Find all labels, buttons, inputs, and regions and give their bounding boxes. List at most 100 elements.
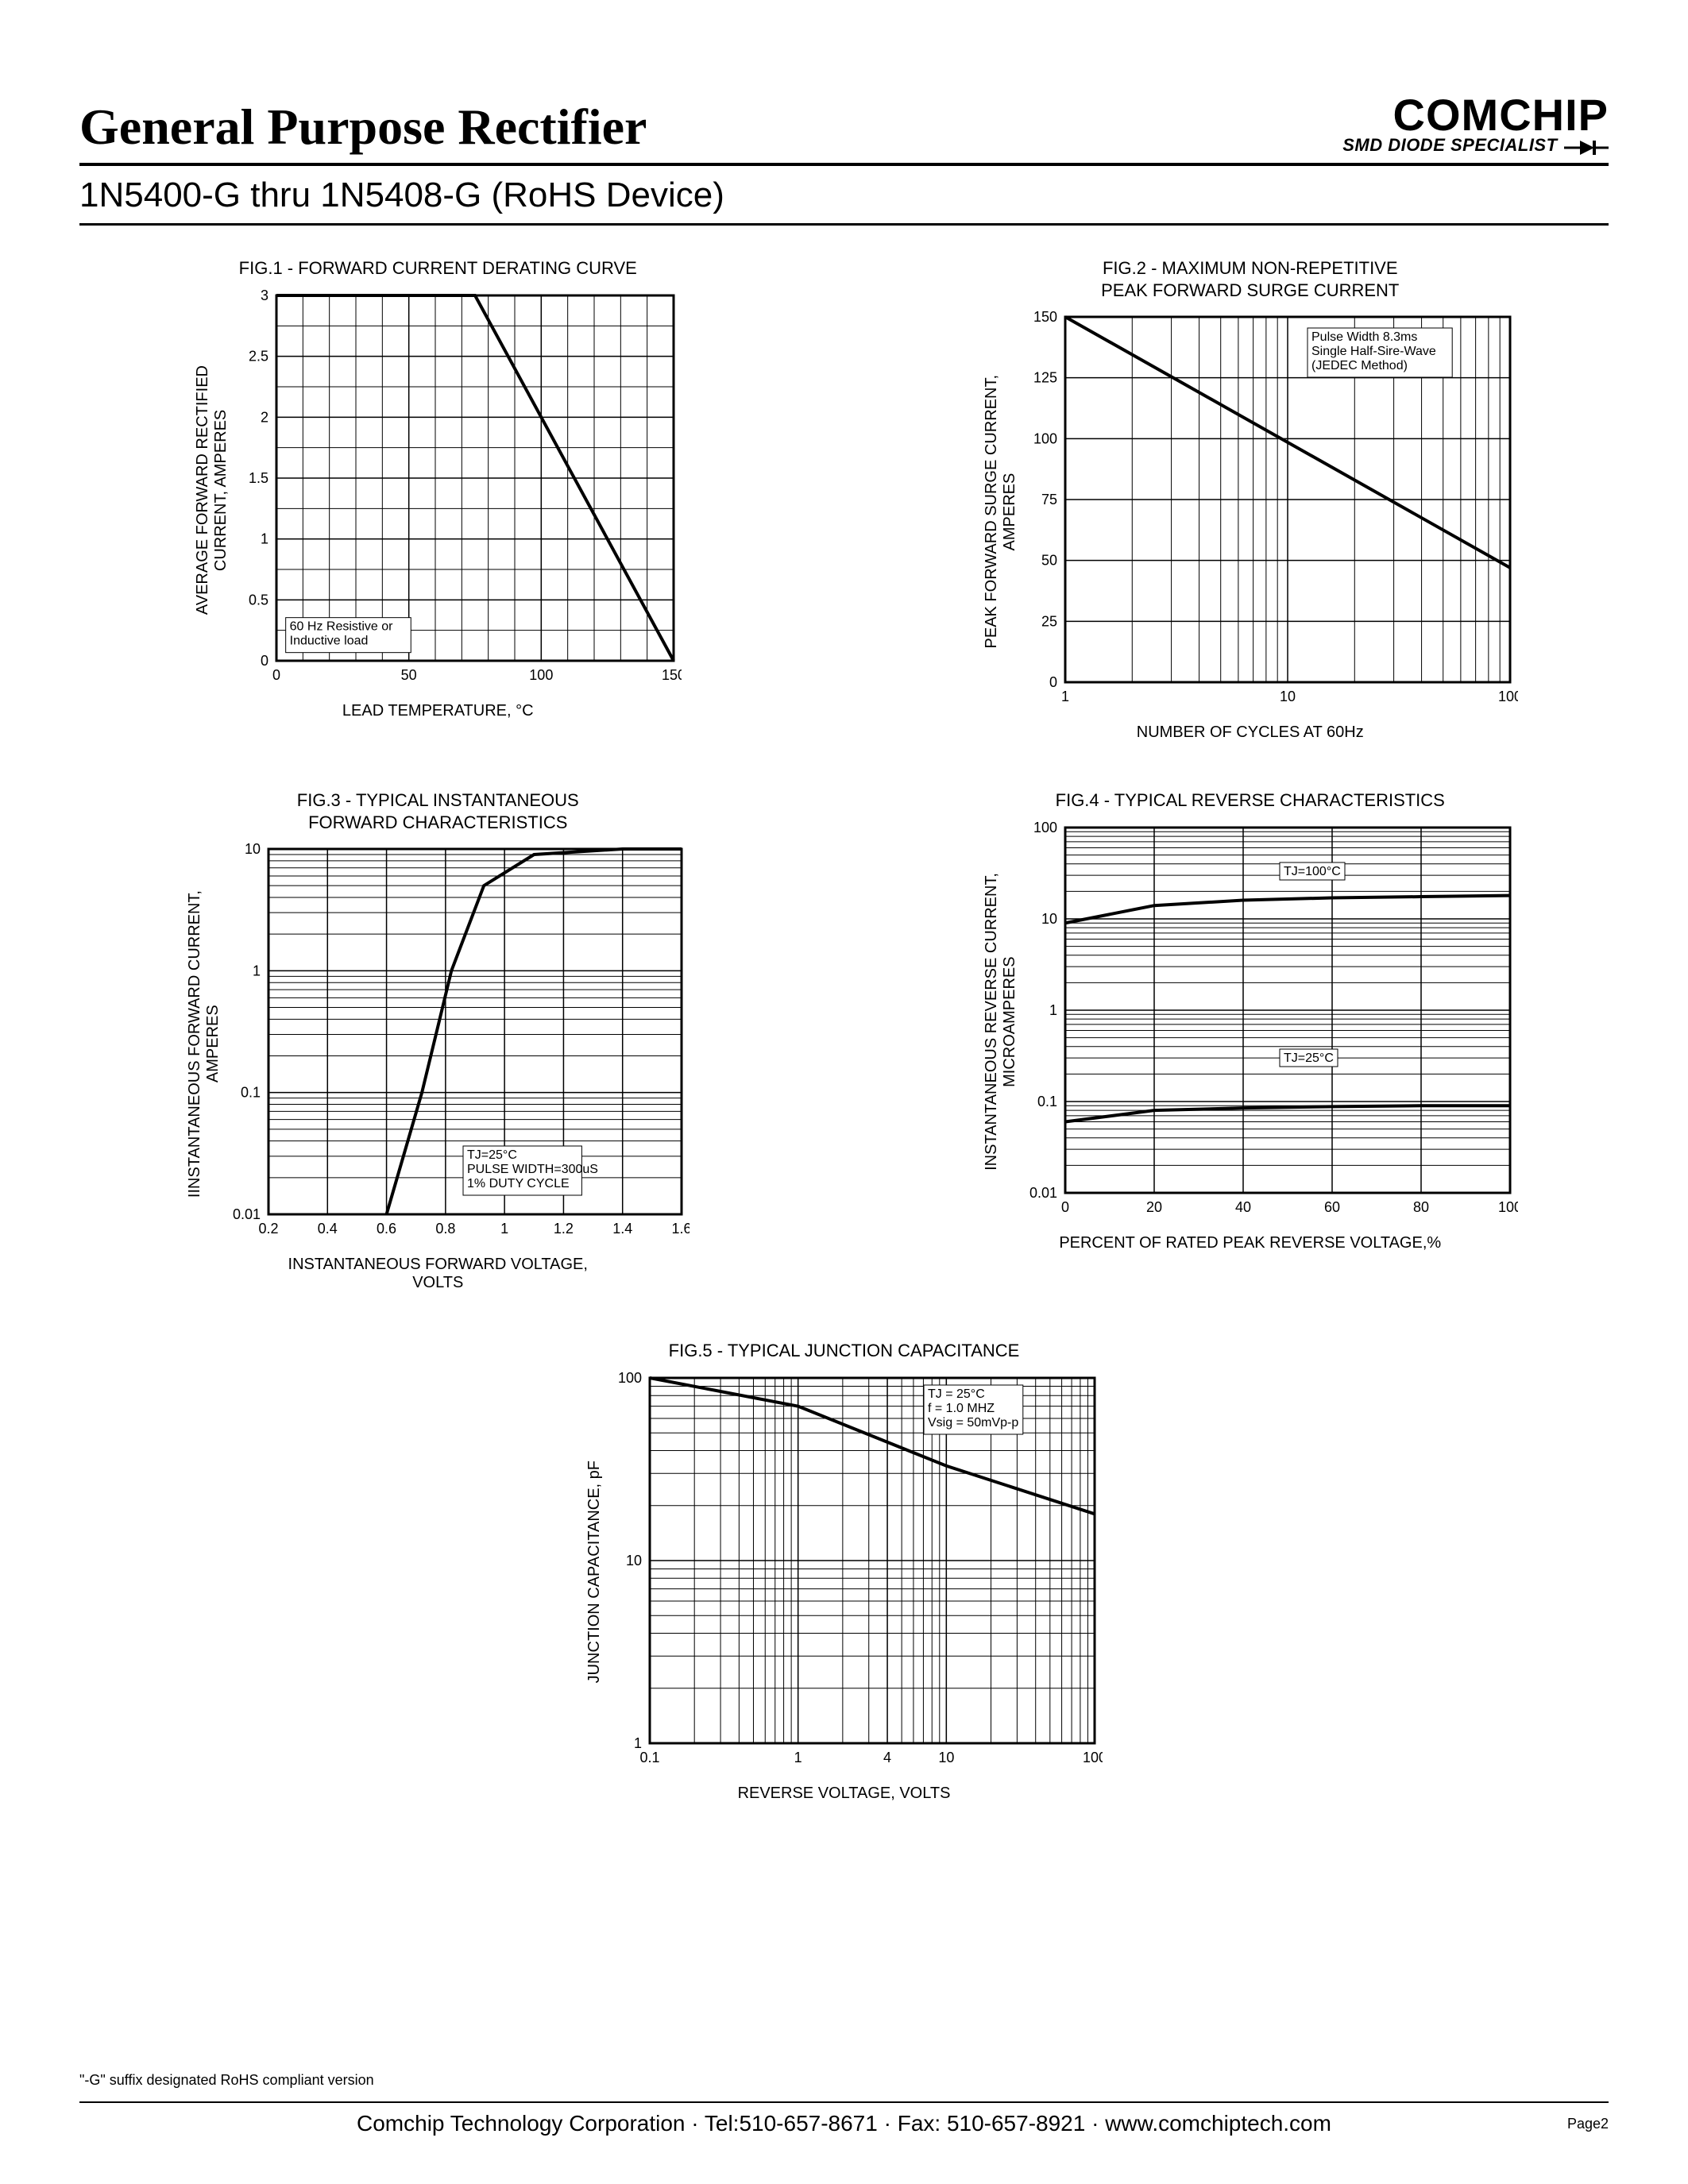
svg-text:1% DUTY CYCLE: 1% DUTY CYCLE	[467, 1177, 570, 1190]
svg-text:1: 1	[253, 963, 261, 978]
svg-text:0.01: 0.01	[233, 1206, 261, 1222]
page-title: General Purpose Rectifier	[79, 98, 647, 156]
svg-text:150: 150	[1033, 309, 1057, 325]
svg-text:1.2: 1.2	[554, 1221, 574, 1237]
svg-text:0.4: 0.4	[318, 1221, 338, 1237]
svg-text:10: 10	[938, 1750, 954, 1765]
svg-text:0.1: 0.1	[1037, 1094, 1057, 1109]
fig5: FIG.5 - TYPICAL JUNCTION CAPACITANCE JUN…	[585, 1340, 1103, 1803]
svg-text:100: 100	[1033, 430, 1057, 446]
footnote: "-G" suffix designated RoHS compliant ve…	[79, 2072, 374, 2089]
svg-text:0.2: 0.2	[259, 1221, 279, 1237]
svg-text:60: 60	[1324, 1199, 1340, 1215]
svg-text:75: 75	[1041, 492, 1057, 507]
svg-text:0: 0	[1049, 674, 1057, 690]
svg-text:0: 0	[261, 653, 268, 669]
svg-text:0.6: 0.6	[377, 1221, 396, 1237]
svg-text:10: 10	[1041, 911, 1057, 927]
svg-text:0: 0	[1061, 1199, 1069, 1215]
subtitle: 1N5400-G thru 1N5408-G (RoHS Device)	[79, 176, 1609, 226]
svg-text:(JEDEC Method): (JEDEC Method)	[1311, 359, 1408, 372]
svg-text:Vsig = 50mVp-p: Vsig = 50mVp-p	[928, 1416, 1018, 1430]
svg-text:1: 1	[261, 531, 268, 546]
fig4-plot: 0 20 40 60 80 100 0.01 0.1 1 10 100 TJ=100°C TJ=25°C	[1026, 820, 1518, 1225]
svg-text:100: 100	[1083, 1750, 1103, 1765]
fig2-ylabel: PEAK FORWARD SURGE CURRENT,AMPERES	[983, 375, 1019, 648]
svg-text:100: 100	[1033, 820, 1057, 835]
svg-text:20: 20	[1146, 1199, 1162, 1215]
svg-text:PULSE WIDTH=300uS: PULSE WIDTH=300uS	[467, 1163, 598, 1176]
diode-icon	[1564, 139, 1609, 156]
fig4-title: FIG.4 - TYPICAL REVERSE CHARACTERISTICS	[983, 789, 1518, 812]
svg-text:50: 50	[1041, 553, 1057, 569]
footer: Comchip Technology Corporation · Tel:510…	[79, 2101, 1609, 2136]
fig2-xlabel: NUMBER OF CYCLES AT 60Hz	[983, 723, 1518, 742]
fig5-xlabel: REVERSE VOLTAGE, VOLTS	[585, 1785, 1103, 1803]
fig2-plot: 1 10 100 0 25 50 75 100 125 150 Pulse Width 8.3msS…	[1026, 309, 1518, 714]
svg-text:Pulse Width 8.3ms: Pulse Width 8.3ms	[1311, 330, 1417, 344]
svg-text:40: 40	[1235, 1199, 1251, 1215]
fig1-plot: 0 50 100 150 0 0.5 1 1.5 2 2.5 3 60 Hz Resistive or…	[237, 287, 682, 693]
svg-text:TJ=100°C: TJ=100°C	[1284, 865, 1341, 878]
svg-text:50: 50	[401, 667, 417, 683]
svg-text:0.1: 0.1	[639, 1750, 659, 1765]
svg-text:25: 25	[1041, 613, 1057, 629]
svg-text:80: 80	[1413, 1199, 1429, 1215]
svg-text:TJ=25°C: TJ=25°C	[467, 1148, 517, 1162]
svg-text:Inductive load: Inductive load	[290, 634, 369, 647]
header: General Purpose Rectifier COMCHIP SMD DI…	[79, 95, 1609, 166]
fig4: FIG.4 - TYPICAL REVERSE CHARACTERISTICS …	[983, 789, 1518, 1292]
svg-text:10: 10	[626, 1553, 642, 1569]
svg-text:1: 1	[1061, 689, 1069, 704]
svg-text:100: 100	[618, 1370, 642, 1386]
fig3-xlabel: INSTANTANEOUS FORWARD VOLTAGE,VOLTS	[186, 1256, 689, 1292]
svg-text:100: 100	[530, 667, 554, 683]
svg-text:60 Hz Resistive or: 60 Hz Resistive or	[290, 619, 393, 633]
svg-text:1.6: 1.6	[672, 1221, 690, 1237]
svg-text:125: 125	[1033, 370, 1057, 386]
fig1-ylabel: AVERAGE FORWARD RECTIFIEDCURRENT, AMPERE…	[194, 365, 230, 615]
fig3-title: FIG.3 - TYPICAL INSTANTANEOUSFORWARD CHA…	[186, 789, 689, 833]
fig2: FIG.2 - MAXIMUM NON-REPETITIVEPEAK FORWA…	[983, 257, 1518, 742]
svg-text:0: 0	[272, 667, 280, 683]
svg-text:0.8: 0.8	[436, 1221, 456, 1237]
logo-subtext: SMD DIODE SPECIALIST	[1342, 135, 1557, 155]
fig3: FIG.3 - TYPICAL INSTANTANEOUSFORWARD CHA…	[186, 789, 689, 1292]
svg-text:2.5: 2.5	[249, 348, 268, 364]
svg-text:1.5: 1.5	[249, 470, 268, 486]
fig4-ylabel: INSTANTANEOUS REVERSE CURRENT,MICROAMPER…	[983, 873, 1019, 1171]
fig3-ylabel: IINSTANTANEOUS FORWARD CURRENT,AMPERES	[186, 890, 222, 1198]
svg-text:10: 10	[245, 841, 261, 857]
svg-text:1: 1	[634, 1735, 642, 1751]
fig3-plot: 0.2 0.4 0.6 0.8 1 1.2 1.4 1.6 0.01 0.1 1 10 TJ=25°CP…	[229, 841, 689, 1246]
charts-grid: FIG.1 - FORWARD CURRENT DERATING CURVE A…	[79, 257, 1609, 1803]
fig1: FIG.1 - FORWARD CURRENT DERATING CURVE A…	[194, 257, 682, 742]
svg-text:TJ = 25°C: TJ = 25°C	[928, 1387, 985, 1401]
svg-text:1: 1	[1049, 1002, 1057, 1018]
page-number: Page2	[1567, 2116, 1609, 2132]
fig5-plot: 0.11410100110100TJ = 25°Cf = 1.0 MHZVsig…	[610, 1370, 1103, 1775]
fig4-xlabel: PERCENT OF RATED PEAK REVERSE VOLTAGE,%	[983, 1234, 1518, 1252]
svg-text:1.4: 1.4	[612, 1221, 632, 1237]
svg-text:150: 150	[662, 667, 682, 683]
fig1-title: FIG.1 - FORWARD CURRENT DERATING CURVE	[194, 257, 682, 280]
fig2-title: FIG.2 - MAXIMUM NON-REPETITIVEPEAK FORWA…	[983, 257, 1518, 301]
fig5-title: FIG.5 - TYPICAL JUNCTION CAPACITANCE	[585, 1340, 1103, 1362]
svg-text:Single Half-Sire-Wave: Single Half-Sire-Wave	[1311, 345, 1436, 358]
svg-text:4: 4	[883, 1750, 891, 1765]
svg-text:100: 100	[1498, 689, 1518, 704]
svg-text:10: 10	[1280, 689, 1296, 704]
svg-text:TJ=25°C: TJ=25°C	[1284, 1051, 1334, 1065]
fig5-ylabel: JUNCTION CAPACITANCE, pF	[585, 1461, 604, 1683]
svg-text:0.1: 0.1	[241, 1085, 261, 1101]
svg-text:f = 1.0 MHZ: f = 1.0 MHZ	[928, 1402, 995, 1415]
logo: COMCHIP SMD DIODE SPECIALIST	[1342, 95, 1609, 156]
svg-text:1: 1	[500, 1221, 508, 1237]
svg-text:3: 3	[261, 287, 268, 303]
svg-text:0.5: 0.5	[249, 592, 268, 608]
svg-text:0.01: 0.01	[1029, 1185, 1057, 1201]
svg-text:1: 1	[794, 1750, 802, 1765]
svg-text:2: 2	[261, 409, 268, 425]
svg-text:100: 100	[1498, 1199, 1518, 1215]
fig1-xlabel: LEAD TEMPERATURE, °C	[194, 702, 682, 720]
